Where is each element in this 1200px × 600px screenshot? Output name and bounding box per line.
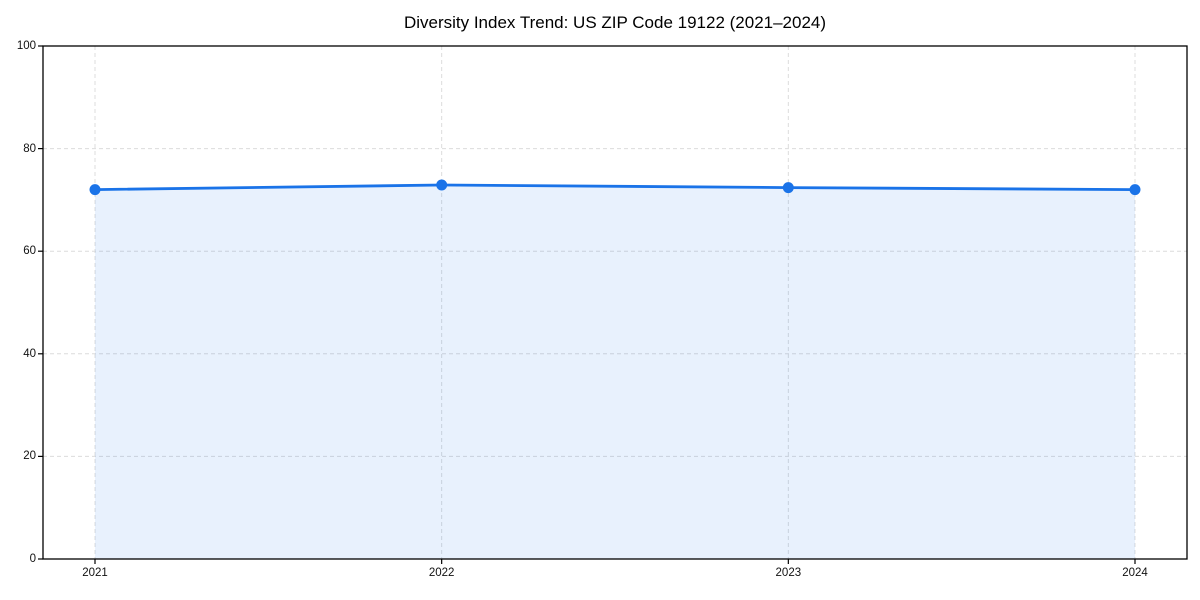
x-tick-label-2021: 2021	[82, 567, 108, 579]
y-tick-label-0: 0	[29, 553, 36, 565]
data-point-markers	[89, 179, 1141, 196]
y-tick-label-60: 60	[23, 245, 36, 258]
y-tick-label-80: 80	[23, 142, 36, 155]
y-tick-label-20: 20	[23, 450, 36, 463]
x-tick-label-2024: 2024	[1122, 567, 1148, 579]
plot-box-spines	[42, 45, 1188, 560]
area-fill	[95, 185, 1135, 559]
chart-title: Diversity Index Trend: US ZIP Code 19122…	[403, 13, 827, 32]
y-tick-label-40: 40	[23, 347, 36, 360]
x-tick-label-2023: 2023	[775, 567, 802, 579]
x-tick-label-2022: 2022	[428, 567, 455, 579]
tick-marks	[38, 45, 1136, 564]
trend-line	[93, 183, 1137, 192]
y-tick-label-100: 100	[16, 40, 36, 52]
